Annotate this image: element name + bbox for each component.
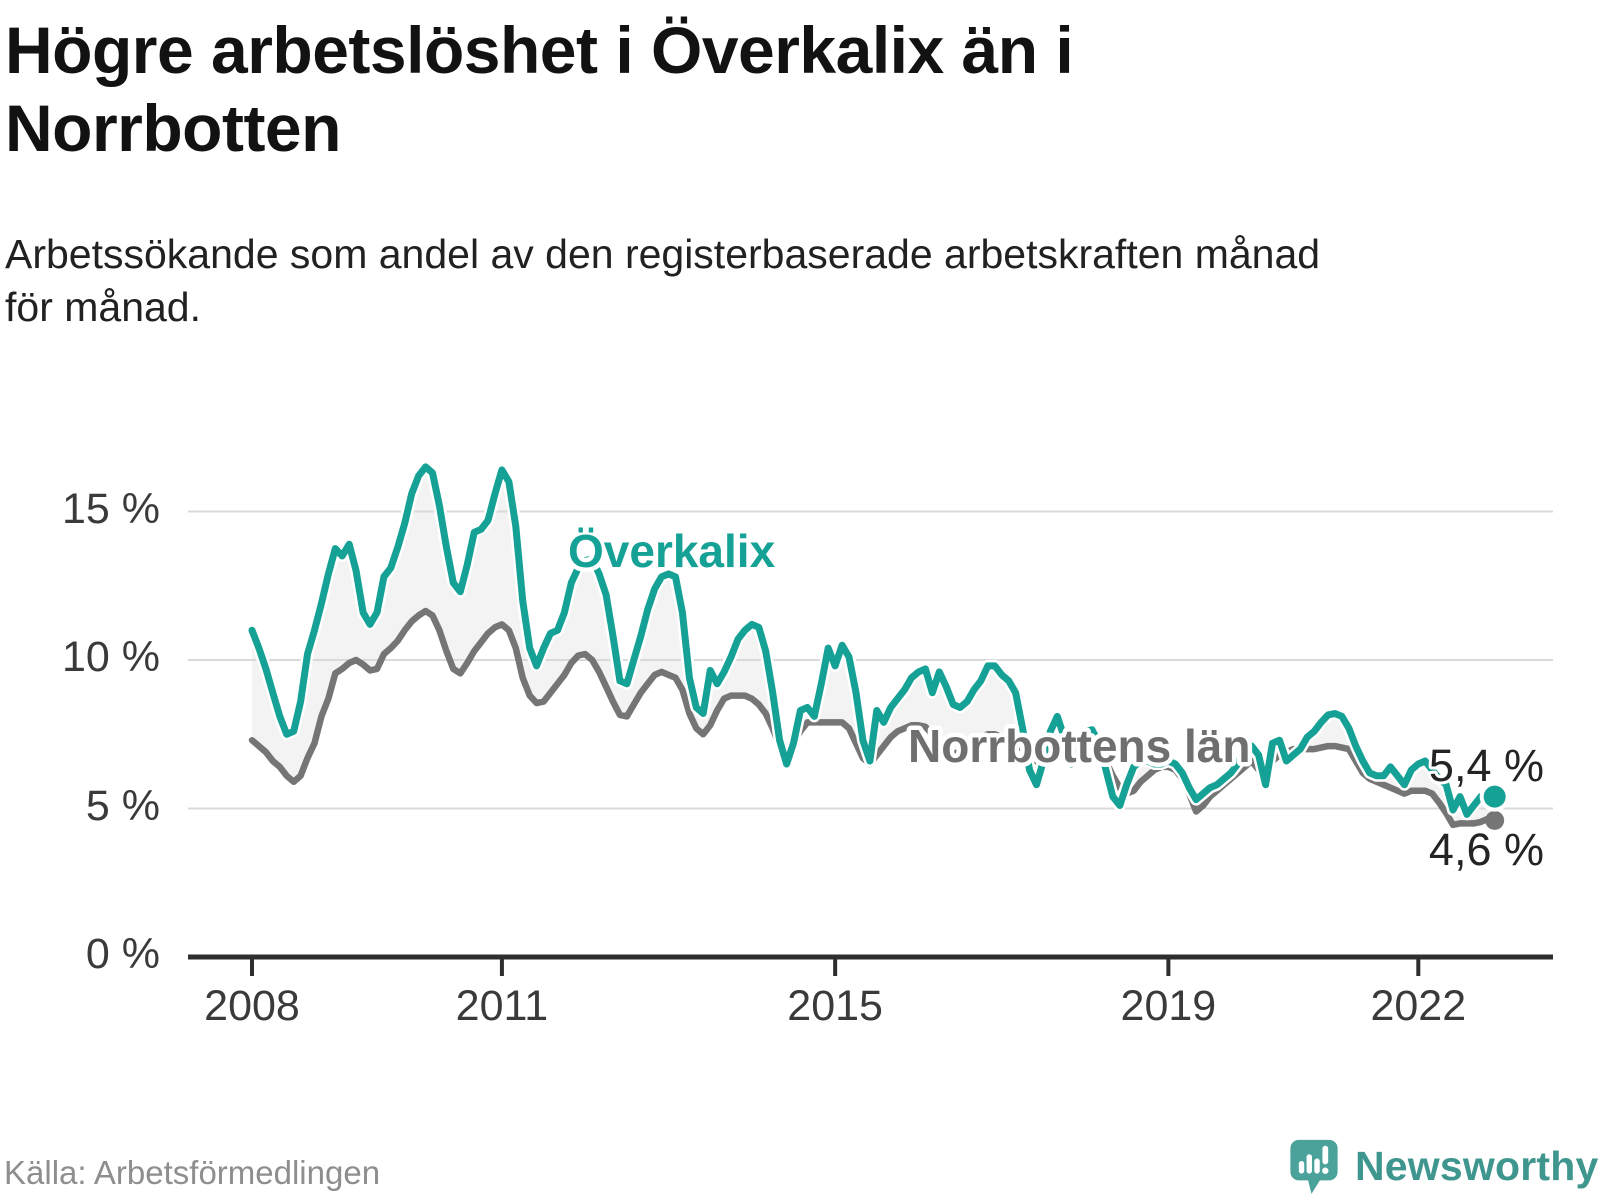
end-dot-norrbotten xyxy=(1485,810,1505,830)
page-title: Högre arbetslöshet i Överkalix än i Norr… xyxy=(5,13,1074,165)
newsworthy-logo: Newsworthy xyxy=(1287,1136,1599,1196)
newsworthy-logo-text: Newsworthy xyxy=(1355,1142,1599,1189)
newsworthy-logo-icon xyxy=(1290,1139,1338,1194)
logo-exclamation-stem xyxy=(1322,1145,1329,1165)
series-label-overkalix: Överkalix xyxy=(568,525,776,577)
y-axis-label-0: 0 % xyxy=(85,930,160,978)
logo-bubble-shape xyxy=(1290,1139,1338,1194)
x-axis-label-2019: 2019 xyxy=(1120,982,1217,1030)
y-axis-label-10: 10 % xyxy=(61,633,160,681)
series-label-norrbotten: Norrbottens län xyxy=(908,720,1250,772)
end-value-label-norrbotten: 4,6 % xyxy=(1429,824,1544,875)
logo-exclamation-dot xyxy=(1322,1167,1329,1174)
x-axis-label-2022: 2022 xyxy=(1370,982,1467,1030)
y-axis-label-15: 15 % xyxy=(61,484,160,533)
chart-layers xyxy=(188,460,1553,976)
logo-bar-1 xyxy=(1298,1160,1305,1174)
x-axis-label-2008: 2008 xyxy=(204,982,300,1030)
logo-bar-3 xyxy=(1314,1158,1320,1174)
x-axis-label-2011: 2011 xyxy=(455,982,549,1030)
y-axis-label-5: 5 % xyxy=(85,781,160,830)
x-axis-label-2015: 2015 xyxy=(787,982,883,1030)
end-dot-overkalix xyxy=(1483,785,1506,808)
source-note: Källa: Arbetsförmedlingen xyxy=(4,1154,381,1191)
logo-bar-2 xyxy=(1306,1154,1312,1174)
chart-subtitle: Arbetssökande som andel av den registerb… xyxy=(5,231,1321,331)
series-line-overkalix xyxy=(248,463,1499,818)
end-value-label-overkalix: 5,4 % xyxy=(1429,740,1544,791)
